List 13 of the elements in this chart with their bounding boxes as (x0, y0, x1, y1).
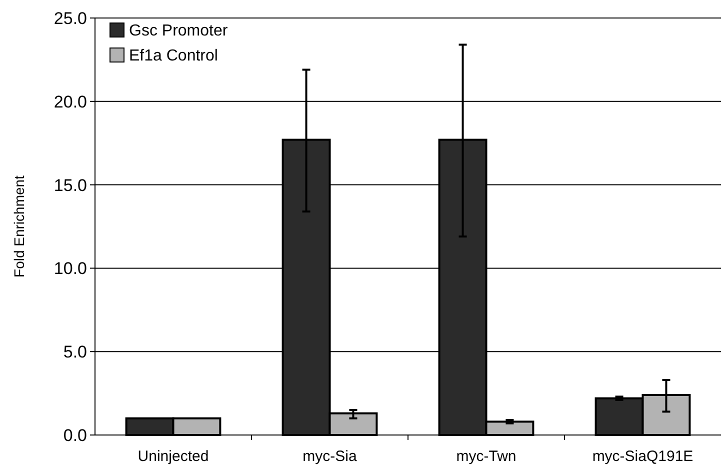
y-axis-title: Fold Enrichment (11, 175, 27, 278)
legend-label: Gsc Promoter (129, 22, 228, 40)
legend-label: Ef1a Control (129, 48, 218, 65)
x-tick-label: myc-Twn (456, 448, 516, 465)
y-tick-label: 20.0 (54, 92, 87, 112)
x-tick-label: myc-SiaQ191E (592, 448, 694, 465)
y-tick-label: 0.0 (63, 426, 87, 445)
y-tick-label: 25.0 (54, 8, 87, 28)
y-tick-label: 5.0 (63, 342, 87, 362)
x-tick-label: Uninjected (138, 448, 209, 465)
y-tick-label: 15.0 (54, 176, 87, 195)
y-tick-label: 10.0 (54, 259, 87, 278)
x-tick-label: myc-Sia (302, 448, 358, 465)
